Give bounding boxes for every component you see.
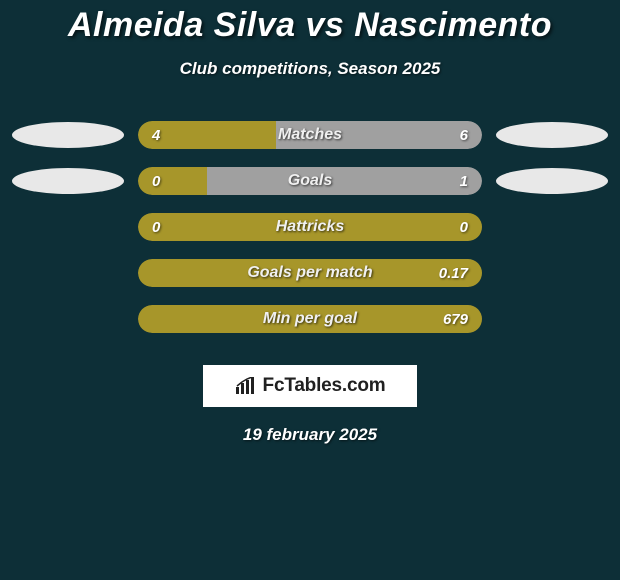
footer-date: 19 february 2025 bbox=[0, 425, 620, 445]
metric-bar: 00Hattricks bbox=[138, 213, 482, 241]
player-badge-left bbox=[12, 122, 124, 148]
bar-segment-left bbox=[138, 167, 207, 195]
chart-icon bbox=[235, 377, 257, 395]
bar-segment-left bbox=[138, 305, 482, 333]
bar-segment-left bbox=[138, 259, 482, 287]
metric-bar: 01Goals bbox=[138, 167, 482, 195]
comparison-row: 46Matches bbox=[0, 121, 620, 149]
comparison-card: Almeida Silva vs Nascimento Club competi… bbox=[0, 0, 620, 445]
comparison-row: 00Hattricks bbox=[0, 213, 620, 241]
bar-segment-right bbox=[207, 167, 482, 195]
bar-segment-left bbox=[138, 213, 482, 241]
comparison-row: 01Goals bbox=[0, 167, 620, 195]
page-title: Almeida Silva vs Nascimento bbox=[0, 6, 620, 45]
player-badge-left bbox=[12, 168, 124, 194]
bar-segment-right bbox=[276, 121, 482, 149]
bar-segment-left bbox=[138, 121, 276, 149]
metric-bar: 0.17Goals per match bbox=[138, 259, 482, 287]
comparison-row: 679Min per goal bbox=[0, 305, 620, 333]
metric-bar: 679Min per goal bbox=[138, 305, 482, 333]
comparison-rows: 46Matches 01Goals 00Hattricks 0.17Goals per… bbox=[0, 121, 620, 333]
logo-text: FcTables.com bbox=[263, 375, 386, 397]
comparison-row: 0.17Goals per match bbox=[0, 259, 620, 287]
subtitle: Club competitions, Season 2025 bbox=[0, 59, 620, 79]
site-logo: FcTables.com bbox=[203, 365, 417, 407]
player-badge-right bbox=[496, 122, 608, 148]
player-badge-right bbox=[496, 168, 608, 194]
metric-bar: 46Matches bbox=[138, 121, 482, 149]
